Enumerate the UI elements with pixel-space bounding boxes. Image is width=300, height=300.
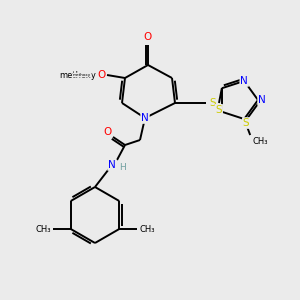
Text: methoxy: methoxy [60, 70, 96, 80]
Text: S: S [215, 105, 222, 115]
Text: CH₃: CH₃ [35, 224, 50, 233]
Text: N: N [141, 113, 149, 123]
Text: methoxy: methoxy [73, 73, 91, 77]
Text: N: N [240, 76, 248, 86]
Text: S: S [210, 98, 216, 108]
Text: N: N [108, 160, 116, 170]
Text: CH₃: CH₃ [140, 224, 155, 233]
Text: N: N [258, 95, 266, 105]
Text: O: O [144, 32, 152, 42]
Text: S: S [243, 118, 250, 128]
Text: O: O [97, 70, 105, 80]
Text: CH₃: CH₃ [252, 136, 268, 146]
Text: O: O [103, 127, 111, 137]
Text: H: H [118, 164, 125, 172]
